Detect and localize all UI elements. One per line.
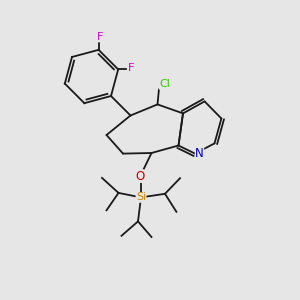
Text: N: N — [195, 147, 204, 160]
Text: Si: Si — [136, 192, 146, 203]
Text: O: O — [135, 169, 144, 183]
Text: F: F — [97, 32, 103, 42]
Text: Cl: Cl — [159, 79, 170, 89]
Text: F: F — [128, 63, 134, 73]
